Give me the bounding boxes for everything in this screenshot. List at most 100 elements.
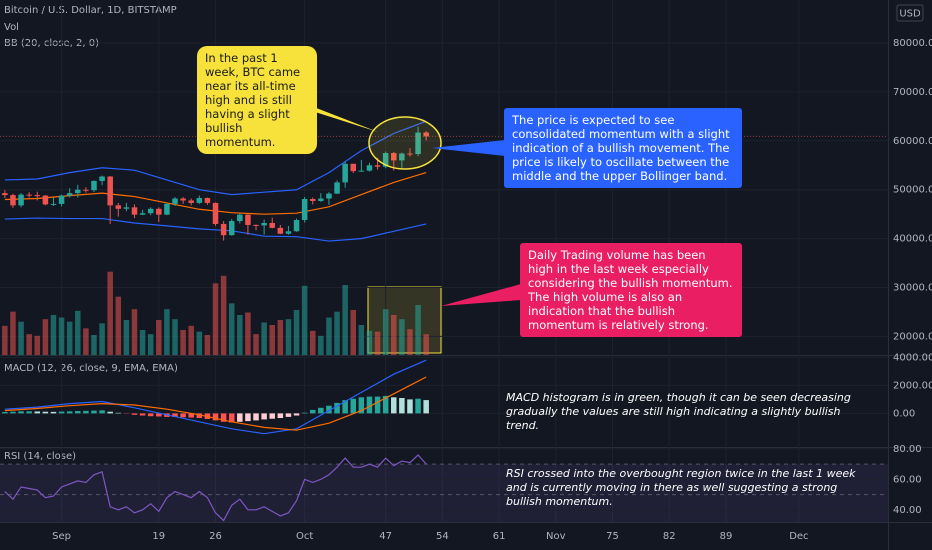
volume-bar [220,275,227,355]
y-tick-label: 60000.00 [893,136,932,147]
volume-bar [228,303,235,355]
candle-body [115,205,122,209]
macd-histogram [407,399,413,414]
candle-body [237,214,243,222]
currency-box[interactable] [896,4,924,22]
candle-body [91,180,97,191]
candle-body [123,207,130,209]
x-tick-label: Sep [52,531,71,542]
chart-title: Bitcoin / U.S. Dollar, 1D, BITSTAMP [4,5,177,16]
macd-histogram [26,411,32,414]
rsi-title: RSI (14, close) [4,451,76,462]
macd-histogram [391,397,397,414]
candle-body [66,193,73,196]
x-tick-label: Dec [789,531,808,542]
volume-bar [318,335,324,355]
candle-body [285,231,292,234]
candle-body [18,194,24,206]
candle-body [34,195,41,197]
x-tick-label: 19 [152,531,165,542]
volume-bar [342,285,348,355]
macd-histogram [228,413,235,423]
candle-body [277,227,284,234]
volume-bar [285,319,292,355]
candle-body [415,132,421,155]
volume-bar [156,320,162,355]
volume-bar [26,334,32,355]
macd-line [4,359,427,435]
rsi-band [0,464,888,522]
volume-bar [366,330,373,355]
macd-histogram [301,412,308,414]
volume-bar [261,322,267,355]
rsi-line [4,454,427,522]
volume-bar [212,283,219,355]
macd-histogram [309,409,316,414]
macd-histogram [358,397,365,414]
x-tick-label: Oct [296,531,313,542]
volume-bar [277,320,284,355]
volume-bar [391,315,397,355]
candle-body [147,208,154,214]
y-tick-label: 80000.00 [893,38,932,49]
volume-bar [301,285,308,355]
macd-histogram [99,410,105,414]
candle-body [358,170,365,172]
volume-bar [309,330,316,355]
y-tick-label: 60.00 [893,474,922,485]
bb-line [4,217,427,242]
candle-body [245,214,251,225]
candle-body [139,213,146,215]
x-tick-label: 26 [209,531,222,542]
macd-histogram [50,411,57,414]
macd-histogram [277,413,284,419]
volume-bar [253,334,259,355]
candle-body [374,165,381,167]
macd-histogram [334,402,340,414]
volume-bar [58,317,65,355]
y-tick-label: 30000.00 [893,283,932,294]
volume-bar [374,331,381,355]
currency[interactable]: USD [899,9,921,20]
volume-bar [75,310,81,355]
macd-line [4,376,427,431]
candle-body [342,163,348,183]
candle-body [180,198,186,201]
macd-histogram [18,411,24,414]
volume-bar [123,320,130,355]
candle-body [423,132,429,137]
candle-body [407,153,413,155]
volume-bar [172,319,178,355]
macd-histogram [220,413,227,422]
volume-bar [382,309,389,355]
candle-body [107,176,113,206]
candle-body [261,222,267,226]
y-tick-label: 20000.00 [893,331,932,342]
volume-bar [180,330,186,355]
candle-body [212,202,219,224]
macd-histogram [115,412,122,414]
volume-bar [423,334,429,355]
y-tick-label: 2000.00 [893,380,932,391]
candle-body [75,189,81,194]
macd-histogram [91,410,97,414]
volume-bar [2,325,8,355]
macd-histogram [196,413,203,419]
macd-histogram [399,398,405,414]
candle-body [293,220,300,232]
volume-bar [107,271,113,355]
macd-histogram [66,411,73,414]
volume-bar [245,312,251,355]
volume-bar [18,321,24,355]
candle-body [50,203,57,205]
macd-histogram [350,398,357,414]
candle-body [131,207,138,215]
volume-bar [99,323,105,355]
macd-histogram [261,413,267,420]
y-tick-label: 80.00 [893,444,922,455]
x-tick-label: 75 [606,531,619,542]
volume-bar [139,330,146,355]
candle-body [99,176,105,181]
